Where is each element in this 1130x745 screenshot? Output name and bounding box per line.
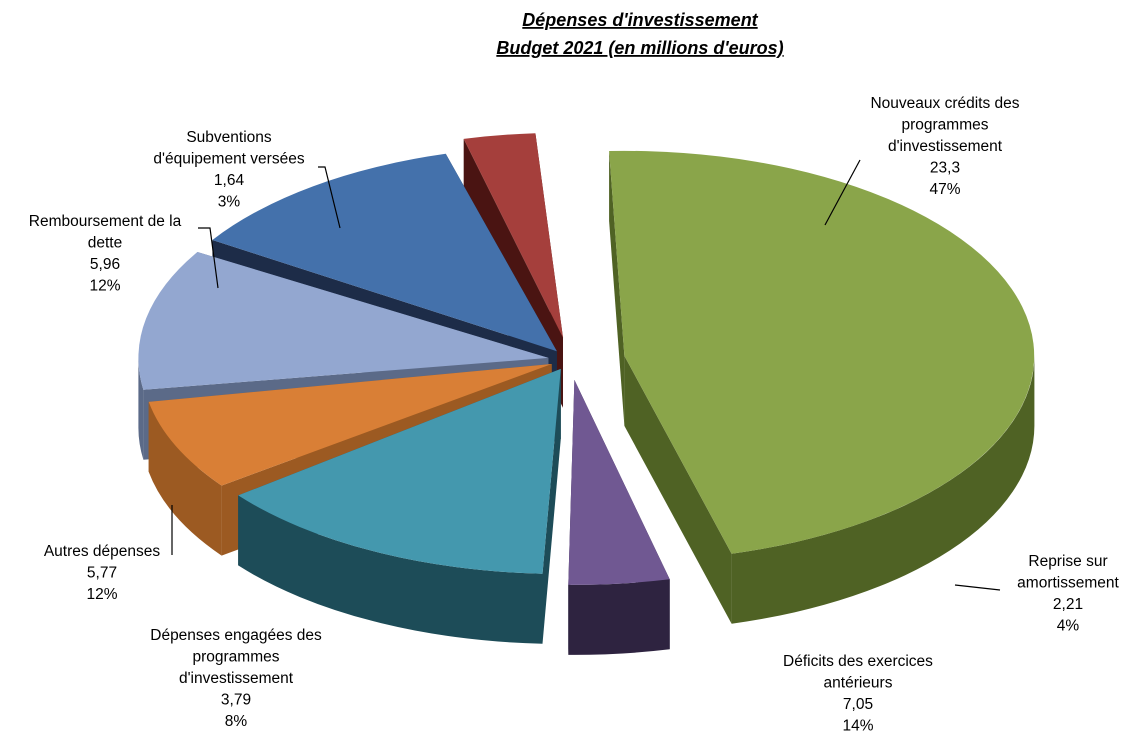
pie-slice-top [148, 364, 552, 486]
slice-label-name: amortissement [1017, 575, 1119, 592]
slice-label-value: 7,05 [843, 696, 873, 713]
pie-slice-edge [138, 357, 144, 460]
slice-label-name: Remboursement de la [29, 213, 182, 230]
slice-label-name: d'investissement [888, 138, 1003, 155]
slice-label-name: d'investissement [179, 670, 294, 687]
leader-line [318, 166, 341, 229]
pie-slice-edge [238, 495, 543, 644]
slice-label-value: 5,96 [90, 256, 120, 273]
slice-labels: Nouveaux crédits des programmes d'investis… [29, 95, 1120, 735]
slice-label-value: 5,77 [87, 565, 117, 582]
slice-label-name: d'équipement versées [153, 151, 304, 168]
slice-label: Remboursement de la dette 5,96 12% [29, 213, 182, 295]
slice-label-name: antérieurs [824, 675, 893, 692]
slice-label-value: 1,64 [214, 172, 245, 189]
slice-label-value: 2,21 [1053, 596, 1083, 613]
slice-label: Déficits des exercices antérieurs 7,05 14% [783, 653, 933, 735]
leader-line [954, 584, 1001, 591]
pie-slice-edge [148, 401, 222, 556]
pie-slices [138, 133, 1035, 655]
slice-label-name: Nouveaux crédits des [870, 95, 1019, 112]
slice-label: Dépenses engagées des programmes d'investi… [150, 627, 322, 730]
slice-label-name: Dépenses engagées des [150, 627, 322, 644]
slice-label-percent: 12% [89, 278, 120, 295]
slice-label-value: 3,79 [221, 692, 251, 709]
pie-slice [238, 368, 561, 644]
pie-slice-edge [731, 355, 1035, 624]
chart-title: Dépenses d'investissement Budget 2021 (en… [496, 10, 783, 58]
slice-label-value: 23,3 [930, 160, 960, 177]
pie-slice-edge [568, 579, 670, 655]
pie-slice-wall [624, 355, 732, 624]
slice-label-percent: 3% [218, 194, 241, 211]
slice-label-name: Reprise sur [1028, 553, 1107, 570]
leader-line [824, 159, 861, 226]
slice-label: Nouveaux crédits des programmes d'investis… [870, 95, 1019, 198]
pie-slice-top [463, 133, 563, 338]
slice-label: Reprise sur amortissement 2,21 4% [1017, 553, 1119, 635]
pie-slice [568, 379, 670, 655]
slice-label-percent: 12% [86, 586, 117, 603]
pie-slice-top [238, 368, 561, 574]
slice-label-name: programmes [902, 117, 989, 134]
slice-label-percent: 47% [929, 181, 960, 198]
pie-slice-top [568, 379, 670, 585]
slice-label: Subventions d'équipement versées 1,64 3% [153, 129, 304, 211]
pie-slice-top [212, 153, 557, 352]
slice-label-name: Déficits des exercices [783, 653, 933, 670]
pie-slice-top [138, 252, 549, 390]
pie-slice-top [609, 150, 1035, 554]
slice-label-name: programmes [193, 649, 280, 666]
slice-label: Autres dépenses 5,77 12% [44, 543, 161, 603]
slice-label-name: Autres dépenses [44, 543, 161, 560]
leader-line [198, 227, 219, 289]
slice-label-name: Subventions [186, 129, 272, 146]
leader-lines [171, 159, 1001, 591]
chart-title-line: Budget 2021 (en millions d'euros) [496, 38, 783, 58]
pie-slice [609, 150, 1035, 624]
pie-slice-wall [609, 151, 625, 426]
slice-label-percent: 14% [842, 718, 873, 735]
slice-label-percent: 4% [1057, 618, 1080, 635]
slice-label-name: dette [88, 235, 122, 252]
slice-label-percent: 8% [225, 713, 248, 730]
chart-title-line: Dépenses d'investissement [522, 10, 758, 30]
